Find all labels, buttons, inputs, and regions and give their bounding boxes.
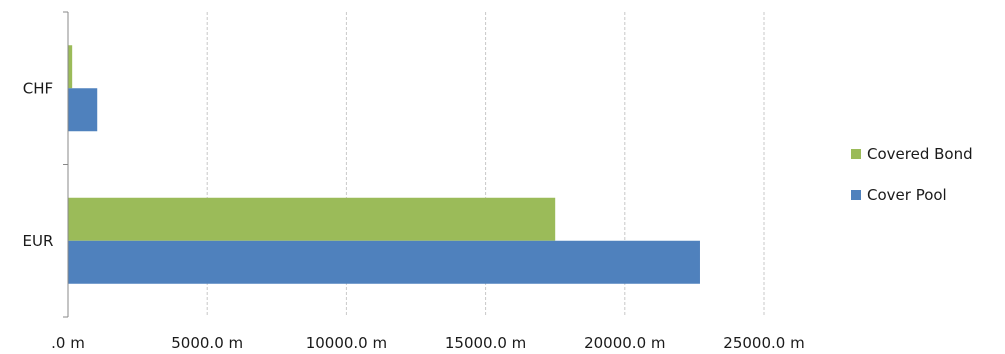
bar-eur-covered-bond xyxy=(68,197,556,241)
legend-label: Cover Pool xyxy=(867,186,947,204)
x-axis-ticks: .0 m 5000.0 m 10000.0 m 15000.0 m 20000.0 m 2… xyxy=(51,334,805,352)
y-axis-ticks xyxy=(63,11,68,318)
gridlines xyxy=(206,12,765,317)
bar-chf-cover-pool xyxy=(68,88,98,132)
legend-swatch xyxy=(851,190,861,200)
x-tick-label: 5000.0 m xyxy=(171,334,243,352)
category-label: CHF xyxy=(23,79,53,97)
x-tick-label: 15000.0 m xyxy=(445,334,526,352)
bar-chf-covered-bond xyxy=(68,45,73,89)
bars xyxy=(68,45,700,284)
x-tick-label: .0 m xyxy=(51,334,85,352)
x-tick-label: 20000.0 m xyxy=(584,334,665,352)
legend-label: Covered Bond xyxy=(867,145,973,163)
bar-eur-cover-pool xyxy=(68,240,700,284)
x-tick-label: 25000.0 m xyxy=(723,334,804,352)
legend-swatch xyxy=(851,149,861,159)
x-tick-label: 10000.0 m xyxy=(306,334,387,352)
legend: Covered Bond Cover Pool xyxy=(851,145,973,204)
category-labels: CHF EUR xyxy=(23,79,54,250)
category-label: EUR xyxy=(23,232,54,250)
